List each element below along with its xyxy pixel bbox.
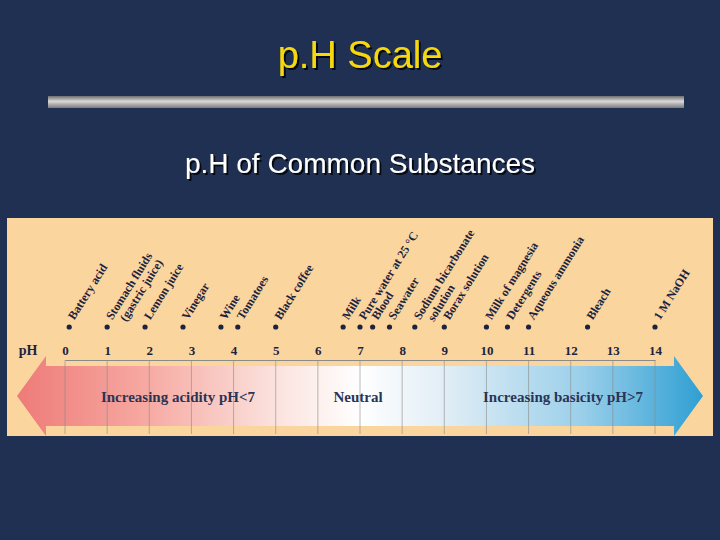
tick-label: 7 [357, 343, 364, 358]
substance-dot [652, 324, 657, 329]
scale-arrow [17, 356, 703, 436]
tick: 8 [399, 343, 406, 360]
tick-label: 3 [189, 343, 196, 358]
tick-label: 11 [523, 343, 535, 358]
substance-dot [370, 324, 375, 329]
tick: 6 [315, 343, 322, 360]
substance-dot [357, 324, 362, 329]
tick: 9 [442, 343, 449, 360]
tick-label: 9 [442, 343, 449, 358]
substance-dot [341, 324, 346, 329]
axis-line [66, 360, 656, 361]
title: p.H Scale [278, 34, 443, 76]
tick-line [275, 360, 276, 434]
substance-dot [180, 324, 185, 329]
tick-lines [65, 360, 655, 434]
tick: 4 [231, 343, 238, 360]
substance-dot [105, 324, 110, 329]
tick-line [655, 360, 656, 434]
tick: 2 [147, 343, 154, 360]
substance-label: Aqueous ammonia [524, 234, 587, 323]
tick-label: 13 [607, 343, 621, 358]
tick: 13 [607, 343, 621, 360]
tick: 1 [104, 343, 111, 360]
tick-label: 12 [565, 343, 578, 358]
x-axis: 01234567891011121314 [62, 343, 662, 361]
substance-label: Bleach [583, 285, 613, 322]
tick: 12 [565, 343, 578, 360]
substance-label: Tomatoes [234, 273, 272, 322]
annotation: Increasing acidity pH<7 [101, 389, 256, 405]
tick-label: 1 [104, 343, 111, 358]
substance-dot [142, 324, 147, 329]
substance-dot [484, 324, 489, 329]
tick-label: 0 [62, 343, 69, 358]
tick-label: 5 [273, 343, 280, 358]
substance-dot [585, 324, 590, 329]
substance-dot [526, 324, 531, 329]
substance-dot [273, 324, 278, 329]
substance-label: Black coffee [272, 261, 317, 322]
tick: 7 [357, 343, 364, 360]
tick: 11 [523, 343, 535, 360]
tick: 10 [480, 343, 493, 360]
slide: p.H Scalep.H of Common Substances0123456… [0, 0, 720, 540]
tick-label: 10 [480, 343, 493, 358]
substance-dot [67, 324, 72, 329]
tick: 14 [649, 343, 663, 360]
title-rule [48, 96, 684, 108]
axis-label: pH [19, 343, 38, 358]
substance-dot [235, 324, 240, 329]
tick-line [317, 360, 318, 434]
tick: 5 [273, 343, 280, 360]
annotation: Increasing basicity pH>7 [483, 389, 643, 405]
substance-dot [442, 324, 447, 329]
tick-label: 4 [231, 343, 238, 358]
substance-dot [387, 324, 392, 329]
tick-label: 14 [649, 343, 663, 358]
tick-line [65, 360, 66, 434]
substance-dot [412, 324, 417, 329]
annotations: Increasing acidity pH<7 Neutral Increasing… [101, 389, 644, 405]
substance-labels: Battery acidStomach fluids(gastric juice… [65, 226, 693, 329]
tick: 0 [62, 343, 69, 360]
tick-label: 6 [315, 343, 322, 358]
tick-line [402, 360, 403, 434]
tick-line [444, 360, 445, 434]
substance-dot [505, 324, 510, 329]
tick-label: 8 [399, 343, 406, 358]
marks [67, 324, 658, 329]
substance-dot [218, 324, 223, 329]
annotation: Neutral [333, 389, 382, 405]
subtitle: p.H of Common Substances [185, 148, 535, 179]
substance-label: Vinegar [179, 280, 213, 323]
tick-label: 2 [147, 343, 154, 358]
substance-label: 1 M NaOH [651, 266, 693, 322]
tick: 3 [189, 343, 196, 360]
chart-panel [7, 218, 713, 436]
